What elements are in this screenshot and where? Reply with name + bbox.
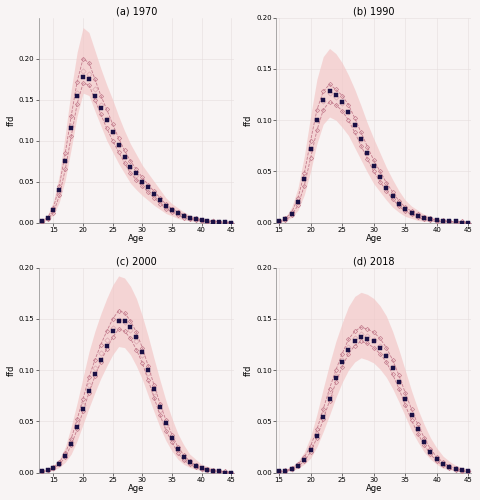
Y-axis label: ffd: ffd (7, 364, 16, 376)
Title: (a) 1970: (a) 1970 (116, 7, 157, 17)
Title: (b) 1990: (b) 1990 (353, 7, 395, 17)
X-axis label: Age: Age (128, 234, 144, 243)
Y-axis label: ffd: ffd (244, 364, 253, 376)
X-axis label: Age: Age (365, 234, 382, 243)
X-axis label: Age: Age (128, 484, 144, 493)
Title: (c) 2000: (c) 2000 (116, 257, 157, 267)
Y-axis label: ffd: ffd (7, 114, 16, 126)
Title: (d) 2018: (d) 2018 (353, 257, 395, 267)
Y-axis label: ffd: ffd (244, 114, 253, 126)
X-axis label: Age: Age (365, 484, 382, 493)
